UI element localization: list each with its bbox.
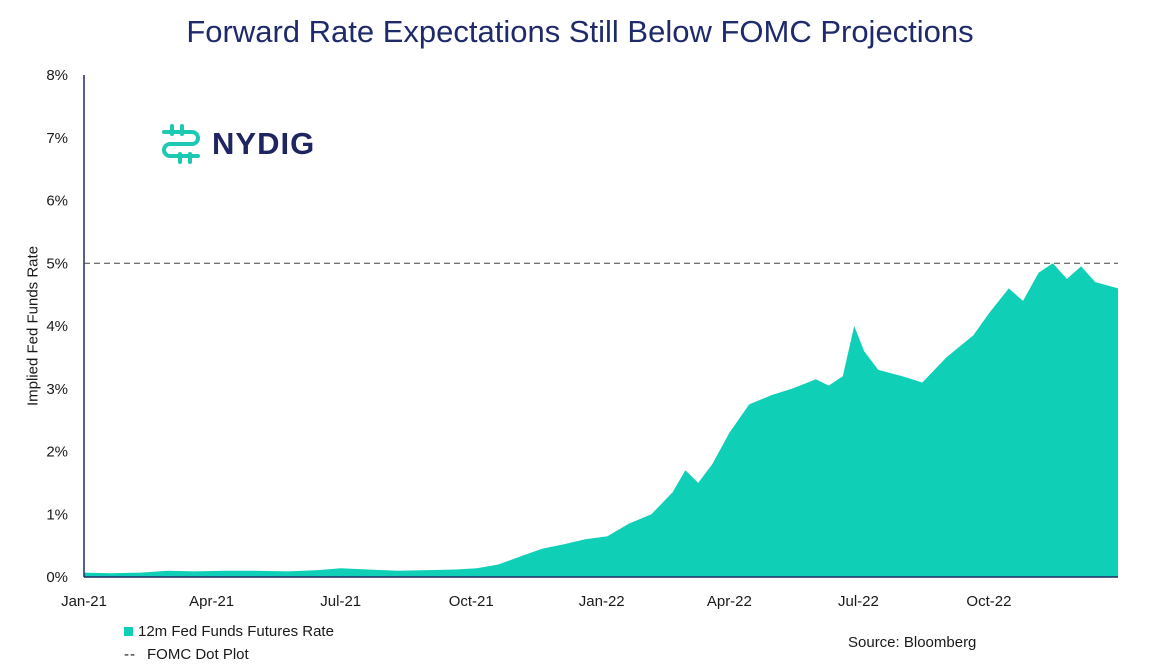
y-tick-label: 5% [46,255,68,272]
x-tick-label: Apr-22 [707,593,752,610]
nydig-logo: NYDIG [158,124,315,164]
y-tick-label: 3% [46,381,68,398]
x-tick-label: Jan-21 [61,593,107,610]
x-tick-label: Oct-21 [449,593,494,610]
legend-item-dot-plot: -- FOMC Dot Plot [124,643,334,666]
y-tick-label: 4% [46,318,68,335]
legend-dash-icon: -- [124,646,136,663]
y-tick-label: 8% [46,67,68,84]
y-axis-label: Implied Fed Funds Rate [24,245,42,407]
nydig-logo-mark-icon [162,124,200,164]
y-tick-label: 0% [46,569,68,586]
legend-item-futures: 12m Fed Funds Futures Rate [124,620,334,643]
legend-swatch-icon [124,627,133,636]
area-series-0 [84,263,1118,577]
y-tick-label: 7% [46,130,68,147]
x-tick-label: Jul-21 [320,593,361,610]
y-tick-label: 6% [46,193,68,210]
y-tick-label: 2% [46,444,68,461]
x-tick-label: Apr-21 [189,593,234,610]
x-tick-label: Oct-22 [966,593,1011,610]
legend-label-futures: 12m Fed Funds Futures Rate [138,623,334,640]
source-note: Source: Bloomberg [848,634,977,651]
x-tick-label: Jan-22 [579,593,625,610]
legend-label-dot-plot: FOMC Dot Plot [147,646,249,663]
logo-text: NYDIG [212,126,316,161]
x-tick-label: Jul-22 [838,593,879,610]
y-tick-label: 1% [46,506,68,523]
chart-legend: 12m Fed Funds Futures Rate -- FOMC Dot P… [124,620,334,666]
chart-title: Forward Rate Expectations Still Below FO… [186,14,974,49]
